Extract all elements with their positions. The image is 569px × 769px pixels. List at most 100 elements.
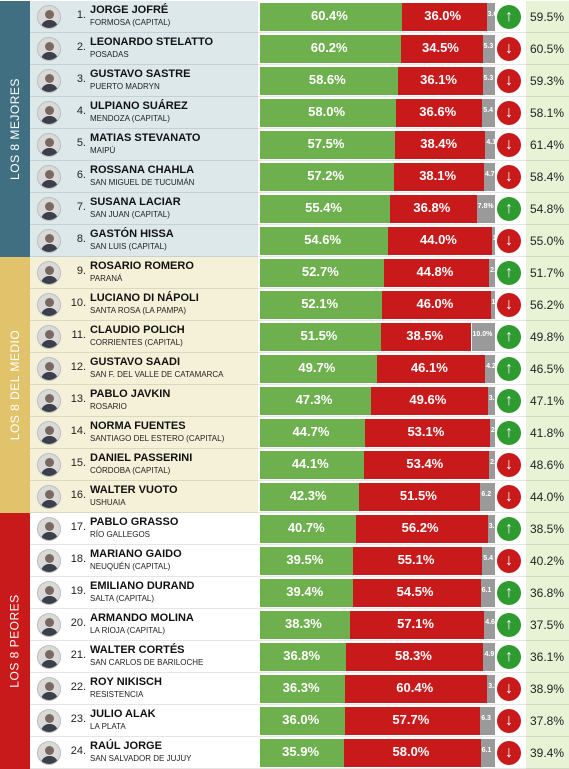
positive-label: 44.1% bbox=[291, 456, 329, 471]
city-name: SAN MIGUEL DE TUCUMÁN bbox=[90, 178, 195, 187]
city-name: LA RIOJA (CAPITAL) bbox=[90, 626, 165, 635]
negative-bar bbox=[352, 547, 483, 575]
ns-bar bbox=[480, 579, 495, 607]
negative-bar bbox=[344, 739, 481, 767]
rank-number: 18. bbox=[70, 553, 86, 565]
city-name: SAN SALVADOR DE JUJUY bbox=[90, 754, 192, 763]
rank-number: 3. bbox=[76, 73, 86, 85]
previous-value-cell bbox=[526, 289, 569, 321]
avatar-body bbox=[41, 244, 58, 252]
group-label-text: LOS 8 DEL MEDIO bbox=[8, 329, 23, 441]
previous-value: 40.2% bbox=[530, 554, 565, 568]
ns-label: 3.1 bbox=[488, 395, 499, 402]
ns-label: 5.3 bbox=[483, 75, 494, 82]
avatar-head bbox=[45, 714, 54, 723]
city-name: POSADAS bbox=[90, 50, 129, 59]
previous-value: 36.1% bbox=[530, 650, 565, 664]
ns-bar bbox=[482, 547, 495, 575]
ns-label: 10.0% bbox=[472, 331, 493, 338]
previous-value-cell bbox=[526, 97, 569, 129]
rank-number: 4. bbox=[76, 105, 86, 117]
mayor-name: MATIAS STEVANATO bbox=[90, 132, 201, 144]
rank-number: 5. bbox=[76, 137, 86, 149]
city-name: CORRIENTES (CAPITAL) bbox=[90, 338, 183, 347]
negative-bar bbox=[346, 643, 484, 671]
table-row: 20. ARMANDO MOLINA LA RIOJA (CAPITAL) 38.3%… bbox=[30, 609, 569, 641]
row-divider bbox=[30, 256, 569, 257]
negative-label: 57.1% bbox=[397, 616, 434, 631]
mayor-name: RAÚL JORGE bbox=[90, 740, 162, 752]
negative-bar bbox=[350, 611, 485, 639]
avatar bbox=[37, 421, 61, 445]
avatar bbox=[37, 101, 61, 125]
negative-bar bbox=[401, 35, 483, 63]
previous-value-cell bbox=[526, 1, 569, 33]
city-name: CÓRDOBA (CAPITAL) bbox=[90, 466, 171, 475]
ns-label: 4.9 bbox=[484, 651, 495, 658]
ns-bar bbox=[486, 3, 495, 31]
row-divider bbox=[30, 320, 569, 321]
previous-value: 36.8% bbox=[530, 586, 565, 600]
avatar-body bbox=[41, 692, 58, 700]
ns-label: 3.6 bbox=[487, 11, 498, 18]
row-divider bbox=[30, 576, 569, 577]
ns-label: 2.5 bbox=[490, 267, 500, 274]
negative-label: 46.1% bbox=[410, 360, 448, 375]
row-divider bbox=[30, 480, 569, 481]
city-name: ROSARIO bbox=[90, 402, 127, 411]
city-name: RESISTENCIA bbox=[90, 690, 144, 699]
avatar bbox=[37, 453, 61, 477]
avatar-body bbox=[41, 596, 58, 604]
arrow-up-icon: ↑ bbox=[497, 5, 521, 29]
rank-number: 7. bbox=[76, 201, 86, 213]
avatar-body bbox=[41, 404, 58, 412]
row-divider bbox=[30, 672, 569, 673]
positive-label: 60.2% bbox=[310, 40, 348, 55]
table-row: 2. LEONARDO STELATTO POSADAS 60.2% 34.5% 5.3 ↓… bbox=[30, 33, 569, 65]
positive-bar bbox=[260, 419, 366, 447]
table-row: 7. SUSANA LACIAR SAN JUAN (CAPITAL) 55.4% 36… bbox=[30, 193, 569, 225]
negative-bar bbox=[365, 419, 490, 447]
mayor-name: ROSARIO ROMERO bbox=[90, 260, 194, 272]
avatar-body bbox=[41, 276, 58, 284]
negative-label: 38.4% bbox=[420, 136, 458, 151]
avatar bbox=[37, 581, 61, 605]
table-row: 13. PABLO JAVKIN ROSARIO 47.3% 49.6% 3.1 ↑ 47.1… bbox=[30, 385, 569, 417]
ns-bar bbox=[489, 419, 495, 447]
positive-label: 58.6% bbox=[308, 72, 346, 87]
negative-label: 53.1% bbox=[407, 424, 445, 439]
previous-value-cell bbox=[526, 257, 569, 289]
negative-label: 36.6% bbox=[419, 104, 457, 119]
positive-bar bbox=[260, 675, 346, 703]
ns-bar bbox=[471, 323, 495, 351]
mayor-name: WALTER CORTÉS bbox=[90, 644, 185, 656]
ns-label: 7.8% bbox=[477, 203, 494, 210]
previous-value: 38.5% bbox=[530, 522, 565, 536]
positive-label: 40.7% bbox=[287, 520, 325, 535]
city-name: SANTIAGO DEL ESTERO (CAPITAL) bbox=[90, 434, 225, 443]
mayor-name: GUSTAVO SASTRE bbox=[90, 68, 191, 80]
avatar-head bbox=[45, 522, 54, 531]
rank-number: 14. bbox=[70, 425, 86, 437]
row-divider bbox=[30, 736, 569, 737]
mayor-name: ULPIANO SUÁREZ bbox=[90, 100, 188, 112]
previous-value: 37.5% bbox=[530, 618, 565, 632]
ns-bar bbox=[483, 163, 495, 191]
group-label: LOS 8 DEL MEDIO bbox=[0, 257, 30, 513]
negative-label: 36.1% bbox=[420, 72, 457, 87]
avatar bbox=[37, 677, 61, 701]
avatar-head bbox=[45, 586, 54, 595]
avatar-head bbox=[45, 202, 54, 211]
negative-bar bbox=[401, 3, 487, 31]
arrow-up-icon: ↑ bbox=[497, 581, 521, 605]
negative-label: 38.5% bbox=[406, 328, 444, 343]
previous-value-cell bbox=[526, 513, 569, 545]
mayor-name: MARIANO GAIDO bbox=[90, 548, 182, 560]
positive-label: 38.3% bbox=[285, 616, 322, 631]
previous-value-cell bbox=[526, 65, 569, 97]
ns-label: 4.7 bbox=[484, 171, 495, 178]
negative-label: 44.0% bbox=[420, 232, 457, 247]
ns-bar bbox=[487, 515, 495, 543]
previous-value-cell bbox=[526, 641, 569, 673]
